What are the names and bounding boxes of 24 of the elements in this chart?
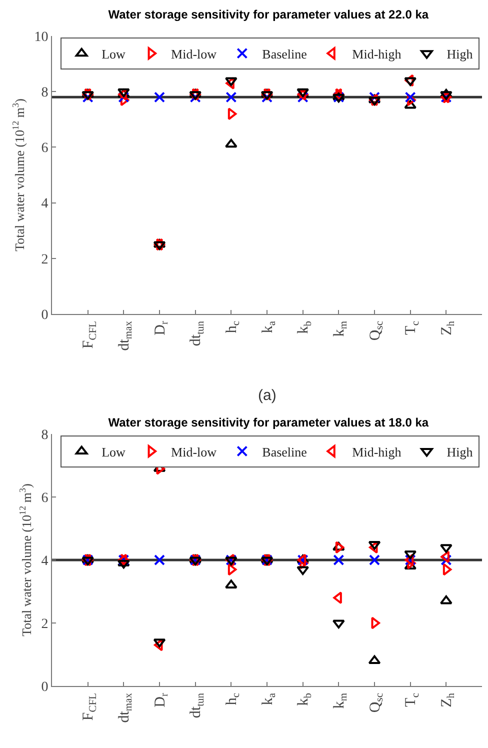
legend-label: High xyxy=(446,46,474,62)
y-tick-label: 0 xyxy=(41,680,48,695)
y-tick-label: 4 xyxy=(41,554,48,569)
legend-label: Baseline xyxy=(262,46,308,62)
y-tick-label: 4 xyxy=(41,196,48,212)
y-tick-label: 8 xyxy=(41,428,48,443)
legend-label: Mid-high xyxy=(352,444,402,460)
legend-label: Low xyxy=(102,46,126,62)
y-tick-label: 2 xyxy=(41,616,48,632)
legend-label: High xyxy=(446,444,474,460)
y-tick-label: 6 xyxy=(41,141,48,156)
y-tick-label: 2 xyxy=(41,252,48,268)
y-tick-label: 10 xyxy=(34,30,48,45)
chart-title: Water storage sensitivity for parameter values at 18.0 ka xyxy=(108,415,429,430)
legend-label: Mid-low xyxy=(171,46,218,62)
legend-label: Mid-low xyxy=(171,444,218,460)
y-tick-label: 0 xyxy=(41,308,48,323)
text: (a) xyxy=(258,387,276,404)
y-tick-label: 6 xyxy=(41,490,48,506)
legend-label: Low xyxy=(102,444,126,460)
legend-label: Baseline xyxy=(262,444,308,460)
legend-label: Mid-high xyxy=(352,46,402,62)
chart-title: Water storage sensitivity for parameter values at 22.0 ka xyxy=(108,7,429,22)
y-tick-label: 8 xyxy=(41,86,48,100)
